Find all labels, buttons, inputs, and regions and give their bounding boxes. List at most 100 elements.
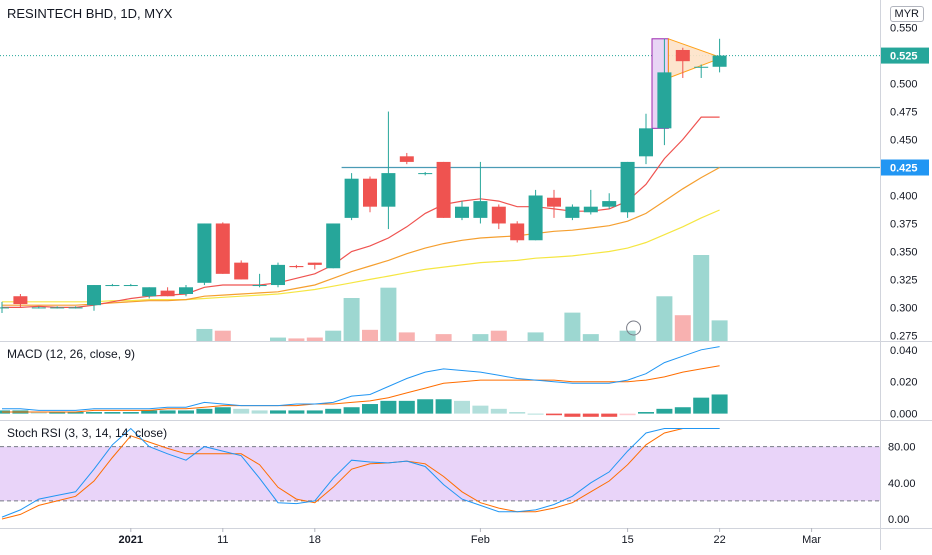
candle-body <box>215 223 230 274</box>
volume-bar <box>674 315 691 341</box>
macd-histogram-bar <box>178 410 194 414</box>
macd-histogram-bar <box>417 399 434 414</box>
price-tick-label: 0.475 <box>890 107 918 119</box>
stoch-k-line <box>1 427 720 518</box>
candle-body <box>87 285 101 306</box>
volume-bar <box>196 328 213 341</box>
macd-histogram-bar <box>693 397 710 414</box>
candle-body <box>473 201 488 218</box>
volume-bar <box>582 334 599 341</box>
candle-body <box>31 307 46 309</box>
macd-histogram-bar <box>67 412 84 414</box>
time-tick-label: 22 <box>713 534 725 546</box>
candle-body <box>639 128 653 157</box>
volume-bar <box>306 337 323 341</box>
candle-body <box>160 290 175 297</box>
macd-histogram-bar <box>638 412 654 414</box>
macd-histogram-bar <box>582 413 599 417</box>
macd-histogram-bar <box>270 410 286 414</box>
volume-bar <box>398 332 415 341</box>
macd-histogram-bar <box>325 408 342 414</box>
macd-tick-label: 0.040 <box>890 345 918 357</box>
macd-histogram-bar <box>122 412 139 414</box>
macd-histogram-bar <box>674 407 691 414</box>
price-tick-label: 0.350 <box>890 246 918 258</box>
currency-button[interactable]: MYR <box>889 6 924 22</box>
candle-body <box>68 307 83 309</box>
volume-bar <box>527 332 544 341</box>
ma-fast-line <box>2 116 720 308</box>
price-tick-label: 0.300 <box>890 302 918 314</box>
candle-body <box>694 66 709 68</box>
price-tick-label: 0.550 <box>890 23 918 35</box>
candle-body <box>13 296 28 305</box>
macd-tick-label: 0.020 <box>890 377 918 389</box>
candle-body <box>547 197 561 207</box>
last-price-label-bg <box>881 47 929 64</box>
candle-body <box>307 262 322 265</box>
macd-histogram-bar <box>454 400 470 414</box>
macd-histogram-bar <box>380 400 397 414</box>
candle-body <box>363 178 377 207</box>
candle-body <box>0 307 9 309</box>
time-tick-label: 18 <box>309 534 321 546</box>
time-tick-label: Feb <box>471 534 490 546</box>
macd-histogram-bar <box>656 408 673 414</box>
candle-body <box>491 206 506 224</box>
volume-bar <box>693 255 710 341</box>
earnings-marker-icon <box>626 320 642 336</box>
candle-body <box>602 201 617 207</box>
macd-histogram-bar <box>472 405 489 414</box>
macd-histogram-bar <box>30 412 47 414</box>
volume-bar <box>564 312 581 341</box>
candle-body <box>565 206 580 218</box>
price-tick-label: 0.450 <box>890 135 918 147</box>
candle-body <box>381 173 396 207</box>
stoch-tick-label: 0.00 <box>888 514 909 526</box>
candle-body <box>197 223 212 283</box>
macd-line <box>2 346 720 411</box>
macd-histogram-bar <box>711 394 728 414</box>
candle-body <box>418 173 433 175</box>
volume-bar <box>619 330 636 341</box>
symbol-title[interactable]: RESINTECH BHD, 1D, MYX <box>7 6 173 21</box>
macd-title[interactable]: MACD (12, 26, close, 9) <box>7 347 136 361</box>
macd-histogram-bar <box>141 410 158 414</box>
resistance-price-label-bg <box>881 159 929 176</box>
stoch-tick-label: 40.00 <box>888 478 916 490</box>
candle-body <box>675 49 690 62</box>
macd-histogram-bar <box>86 412 102 414</box>
candle-body <box>583 206 598 213</box>
volume-bar <box>472 334 489 341</box>
stoch-rsi-title[interactable]: Stoch RSI (3, 3, 14, 14, close) <box>7 426 168 440</box>
macd-tick-label: 0.000 <box>890 409 918 421</box>
volume-bar <box>435 334 452 341</box>
macd-histogram-bar <box>564 413 581 417</box>
time-tick-label: Mar <box>802 534 821 546</box>
candle-body <box>657 72 672 129</box>
macd-histogram-bar <box>251 410 268 414</box>
candle-body <box>510 223 525 241</box>
macd-histogram-bar <box>619 413 636 416</box>
volume-bar <box>362 329 378 341</box>
macd-histogram-bar <box>306 410 323 414</box>
macd-histogram-bar <box>159 410 176 414</box>
macd-histogram-bar <box>527 413 544 415</box>
macd-histogram-bar <box>490 408 507 414</box>
candle-body <box>234 262 249 280</box>
macd-histogram-bar <box>362 404 378 414</box>
volume-bar <box>490 330 507 341</box>
volume-bar <box>711 320 728 341</box>
price-tick-label: 0.500 <box>890 79 918 91</box>
time-tick-label: 2021 <box>119 534 143 546</box>
macd-histogram-bar <box>196 408 213 414</box>
macd-histogram-bar <box>104 412 121 414</box>
price-tick-label: 0.400 <box>890 190 918 202</box>
candle-body <box>289 266 304 268</box>
last-price-label: 0.525 <box>890 51 918 63</box>
volume-bar <box>288 338 305 341</box>
price-tick-label: 0.325 <box>890 274 918 286</box>
volume-bar <box>270 337 286 341</box>
